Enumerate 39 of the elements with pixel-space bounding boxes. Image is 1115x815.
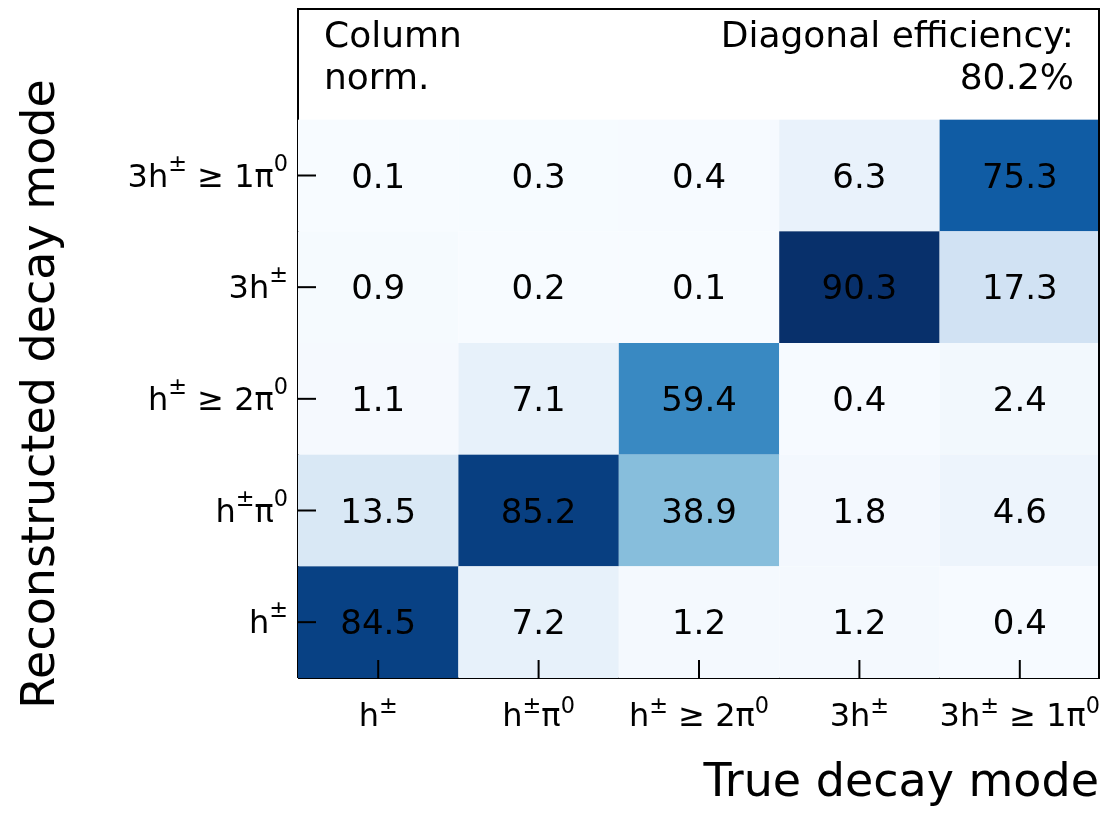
- data-label: 6.3: [832, 155, 887, 196]
- data-label: 1.2: [832, 602, 887, 643]
- data-label: 0.4: [992, 602, 1047, 643]
- data-label: 0.1: [671, 267, 727, 308]
- data-label: 0.1: [351, 155, 406, 196]
- x-tick-label: h$^{±}$ ≥ 2π$^{0}$: [628, 692, 770, 734]
- data-label: 1.1: [351, 378, 406, 419]
- x-tick-label: h$^{±}$π$^{0}$: [502, 692, 575, 734]
- y-tick-label: h$^{±}$: [248, 596, 288, 642]
- y-tick-label: 3h$^{±}$: [228, 261, 288, 307]
- data-label: 90.3: [821, 267, 898, 308]
- data-label: 17.3: [981, 267, 1058, 308]
- x-tick-label: h$^{±}$: [358, 692, 398, 734]
- y-tick-label: h$^{±}$ ≥ 2π$^{0}$: [147, 372, 288, 418]
- data-label: 75.3: [981, 155, 1058, 196]
- data-label: 1.8: [832, 490, 887, 531]
- x-tick-label: 3h$^{±}$ ≥ 1π$^{0}$: [939, 692, 1101, 734]
- data-label: 7.2: [511, 602, 566, 643]
- data-label: 7.1: [511, 378, 566, 419]
- text: Column norm.: [324, 14, 462, 98]
- data-label: 59.4: [661, 378, 737, 419]
- data-label: 0.2: [511, 267, 566, 308]
- y-tick-label: h$^{±}$π$^{0}$: [215, 484, 288, 530]
- data-label: 84.5: [340, 602, 417, 643]
- data-label: 2.4: [992, 378, 1047, 419]
- data-label: 0.9: [351, 267, 406, 308]
- y-tick-label: 3h$^{±}$ ≥ 1π$^{0}$: [127, 149, 288, 195]
- y-axis-title: Reconstructed decay mode: [11, 79, 65, 709]
- text: Diagonal efficiency: 80.2%: [720, 14, 1074, 98]
- data-label: 0.4: [671, 155, 727, 196]
- data-label: 85.2: [500, 490, 577, 531]
- data-label: 4.6: [992, 490, 1047, 531]
- data-label: 0.3: [511, 155, 566, 196]
- x-tick-label: 3h$^{±}$: [829, 692, 890, 734]
- data-label: 0.4: [832, 378, 887, 419]
- data-label: 38.9: [661, 490, 737, 531]
- data-label: 13.5: [340, 490, 417, 531]
- x-axis-title: True decay mode: [703, 753, 1099, 807]
- data-label: 1.2: [671, 602, 727, 643]
